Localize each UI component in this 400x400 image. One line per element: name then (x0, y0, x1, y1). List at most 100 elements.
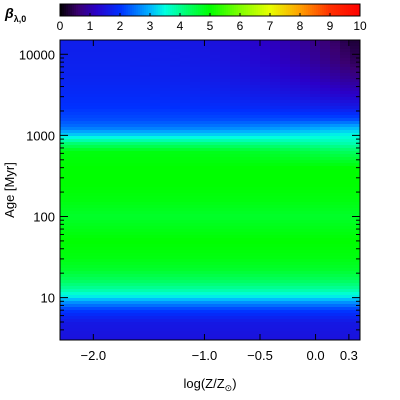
heatmap-cell (220, 112, 231, 116)
heatmap-cell (130, 337, 141, 341)
heatmap-cell (70, 211, 81, 215)
heatmap-cell (220, 328, 231, 332)
heatmap-cell (60, 259, 71, 263)
heatmap-cell (260, 40, 271, 44)
heatmap-cell (210, 103, 221, 107)
heatmap-cell (260, 250, 271, 254)
heatmap-cell (170, 196, 181, 200)
heatmap-cell (170, 169, 181, 173)
heatmap-cell (90, 91, 101, 95)
heatmap-cell (140, 166, 151, 170)
heatmap-cell (110, 178, 121, 182)
heatmap-cell (290, 112, 301, 116)
heatmap-cell (300, 196, 311, 200)
heatmap-cell (300, 271, 311, 275)
heatmap-cell (210, 190, 221, 194)
colorbar-cell (74, 4, 77, 16)
colorbar-cell (344, 4, 347, 16)
heatmap-cell (60, 43, 71, 47)
heatmap-cell (350, 121, 361, 125)
heatmap-cell (330, 58, 341, 62)
colorbar-cell (64, 4, 67, 16)
heatmap-cell (300, 97, 311, 101)
heatmap-cell (270, 205, 281, 209)
heatmap-cell (280, 301, 291, 305)
heatmap-cell (200, 187, 211, 191)
heatmap-cell (260, 163, 271, 167)
heatmap-cell (170, 124, 181, 128)
heatmap-cell (310, 307, 321, 311)
heatmap-cell (70, 253, 81, 257)
heatmap-cell (330, 151, 341, 155)
heatmap-cell (260, 97, 271, 101)
heatmap-cell (260, 112, 271, 116)
heatmap-cell (60, 202, 71, 206)
heatmap-cell (280, 142, 291, 146)
heatmap-cell (200, 130, 211, 134)
heatmap-cell (350, 274, 361, 278)
heatmap-cell (190, 49, 201, 53)
heatmap-cell (240, 133, 251, 137)
heatmap-cell (160, 97, 171, 101)
heatmap-cell (90, 145, 101, 149)
heatmap-cell (350, 229, 361, 233)
colorbar-cell (112, 4, 115, 16)
heatmap-cell (130, 214, 141, 218)
heatmap-cell (310, 142, 321, 146)
heatmap-cell (100, 277, 111, 281)
heatmap-cell (280, 211, 291, 215)
heatmap-cell (290, 58, 301, 62)
heatmap-cell (260, 190, 271, 194)
heatmap-cell (330, 40, 341, 44)
heatmap-cell (130, 253, 141, 257)
heatmap-cell (240, 166, 251, 170)
heatmap-cell (320, 73, 331, 77)
heatmap-cell (320, 316, 331, 320)
heatmap-cell (280, 304, 291, 308)
heatmap-cell (170, 157, 181, 161)
heatmap-cell (250, 211, 261, 215)
colorbar-cell (262, 4, 265, 16)
heatmap-cell (100, 313, 111, 317)
heatmap-cell (140, 103, 151, 107)
heatmap-cell (310, 232, 321, 236)
heatmap-cell (250, 292, 261, 296)
heatmap-cell (60, 277, 71, 281)
heatmap-cell (140, 328, 151, 332)
heatmap-cell (320, 220, 331, 224)
heatmap-cell (90, 79, 101, 83)
heatmap-cell (230, 301, 241, 305)
heatmap-cell (110, 94, 121, 98)
heatmap-cell (340, 319, 351, 323)
heatmap-cell (120, 115, 131, 119)
heatmap-cell (290, 166, 301, 170)
heatmap-cell (160, 136, 171, 140)
heatmap-cell (260, 331, 271, 335)
heatmap-cell (330, 334, 341, 338)
heatmap-cell (270, 76, 281, 80)
heatmap-cell (350, 118, 361, 122)
heatmap-cell (160, 163, 171, 167)
heatmap-cell (170, 58, 181, 62)
heatmap-cell (280, 316, 291, 320)
colorbar-cell (356, 4, 359, 16)
heatmap-cell (180, 208, 191, 212)
heatmap-cell (150, 100, 161, 104)
heatmap-cell (140, 196, 151, 200)
heatmap-cell (60, 82, 71, 86)
heatmap-cell (200, 157, 211, 161)
heatmap-cell (80, 109, 91, 113)
heatmap-cell (270, 337, 281, 341)
heatmap-cell (200, 145, 211, 149)
heatmap-cell (220, 304, 231, 308)
heatmap-cell (310, 79, 321, 83)
heatmap-cell (160, 289, 171, 293)
heatmap-cell (140, 238, 151, 242)
heatmap-cell (140, 229, 151, 233)
colorbar-cell (320, 4, 323, 16)
heatmap-cell (60, 148, 71, 152)
heatmap-cell (100, 286, 111, 290)
heatmap-cell (100, 43, 111, 47)
heatmap-cell (180, 121, 191, 125)
heatmap-cell (110, 289, 121, 293)
